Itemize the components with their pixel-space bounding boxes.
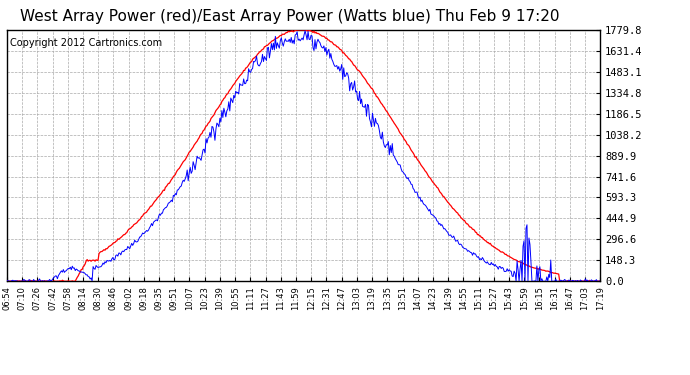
Text: Copyright 2012 Cartronics.com: Copyright 2012 Cartronics.com	[10, 38, 162, 48]
Text: West Array Power (red)/East Array Power (Watts blue) Thu Feb 9 17:20: West Array Power (red)/East Array Power …	[20, 9, 560, 24]
